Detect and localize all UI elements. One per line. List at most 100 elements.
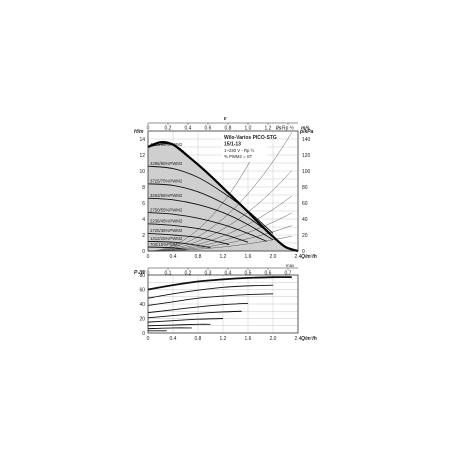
power-top-axis-unit: max <box>286 263 295 268</box>
head-top-axis-label: v <box>224 116 228 122</box>
head-series-label: 1212/25%PWM2 <box>150 236 183 241</box>
head-y-tick-label: 2 <box>142 233 145 239</box>
head-series-label: 4800/95%PWM2 <box>150 142 183 147</box>
head-y-tick-label: 14 <box>139 137 145 143</box>
head-y-axis-label: H/m <box>134 129 144 135</box>
head-y-tick-label: 12 <box>139 153 145 159</box>
system-curve-line <box>147 225 292 252</box>
power-series-line <box>147 323 211 327</box>
power-series-line <box>147 327 192 330</box>
head-subtitle-line1: 1~230 V - Rp ½ <box>224 148 255 153</box>
head-x-tick-label: 0.4 <box>170 254 177 260</box>
head-series-line <box>147 240 211 249</box>
power-top-tick-label: 0.3 <box>205 271 212 277</box>
power-top-tick-label: 0.5 <box>245 271 252 277</box>
head-series-line <box>147 246 186 250</box>
power-x-tick-label: 2.4 <box>295 336 302 342</box>
head-top-axis-unit-ls: l/s <box>276 126 282 132</box>
system-curve-line <box>147 235 292 252</box>
power-x-tick-label: 1.6 <box>245 336 252 342</box>
power-plot-frame <box>147 274 299 334</box>
power-x-axis-label: Q/m³/h <box>301 336 317 342</box>
head-series-line <box>147 183 274 237</box>
power-y-tick-label: 60 <box>139 287 145 293</box>
head-series-label: 1725/35%PWM2 <box>150 228 183 233</box>
power-top-tick-label: 0 <box>147 271 150 277</box>
head-series-line <box>147 223 249 243</box>
head-y2-tick-label: 140 <box>302 137 311 143</box>
head-title-line1: Wilo-Varios PICO-STG <box>224 135 277 141</box>
head-series-label: 3725/75%PWM2 <box>150 179 183 184</box>
power-y-tick-label: 20 <box>139 316 145 322</box>
head-y2-tick-label: 100 <box>302 169 311 175</box>
head-top-tick-label: 0 <box>147 126 150 132</box>
head-series-line <box>147 232 230 246</box>
operating-range-area <box>148 142 298 251</box>
power-series-line <box>147 310 242 319</box>
head-series-label: 3263/65%PWM2 <box>150 193 183 198</box>
head-x-tick-label: 2.0 <box>270 254 277 260</box>
head-y2-tick-label: 60 <box>302 201 308 207</box>
head-x-tick-label: 1.2 <box>220 254 227 260</box>
power-y-tick-label: 0 <box>142 331 145 337</box>
head-top-tick-label: Rp ½ <box>282 125 295 132</box>
head-y2-tick-label: 80 <box>302 185 308 191</box>
head-x-tick-label: 2.4 <box>295 254 302 260</box>
head-series-line <box>147 197 274 241</box>
head-x-tick-label: 1.6 <box>245 254 252 260</box>
power-top-tick-label: 0.1 <box>165 271 172 277</box>
power-x-tick-label: 0 <box>147 336 150 342</box>
head-subtitle-line2: % PWM2 = ST <box>224 154 253 159</box>
power-y-tick-label: 80 <box>139 273 145 279</box>
head-y2-axis-label: p/kPa <box>299 129 314 135</box>
head-series-line <box>147 212 267 242</box>
power-series-line <box>147 293 274 306</box>
power-series-line <box>147 284 274 299</box>
head-y2-tick-label: 120 <box>302 153 311 159</box>
max-head-curve <box>147 141 299 253</box>
power-top-tick-label: 0.6 <box>265 271 272 277</box>
head-y-tick-label: 4 <box>142 217 145 223</box>
head-series-label: 2750/55%PWM2 <box>150 207 183 212</box>
head-series-label: 700/15%PWM2 <box>150 242 180 247</box>
head-x-tick-label: 0.8 <box>195 254 202 260</box>
power-series-line <box>147 318 224 323</box>
system-curve-line <box>147 170 292 252</box>
head-x-tick-label: 0 <box>147 254 150 260</box>
head-top-axis-unit: m/s <box>301 126 310 132</box>
head-y-tick-label: 8 <box>142 185 145 191</box>
head-series-label: 2236/45%PWM2 <box>150 219 183 224</box>
head-y2-tick-label: 0 <box>302 249 305 255</box>
power-top-tick-label: 0.2 <box>185 271 192 277</box>
head-top-tick-label: 0.2 <box>165 126 172 132</box>
head-top-tick-label: 0.8 <box>225 126 232 132</box>
head-y2-tick-label: 20 <box>302 233 308 239</box>
power-x-tick-label: 0.8 <box>195 336 202 342</box>
power-x-tick-label: 0.4 <box>170 336 177 342</box>
power-series-line <box>147 302 249 314</box>
head-title-box <box>222 132 268 162</box>
power-top-tick-label: 0.7 <box>285 271 292 277</box>
power-top-tick-label: 0.4 <box>225 271 232 277</box>
power-y-tick-label: 40 <box>139 302 145 308</box>
head-top-tick-label: 0.6 <box>205 126 212 132</box>
system-curve-line <box>147 195 292 252</box>
system-curve-line <box>147 142 261 252</box>
head-top-tick-label: 0.4 <box>185 126 192 132</box>
head-y2-tick-label: 40 <box>302 217 308 223</box>
power-x-tick-label: 2.0 <box>270 336 277 342</box>
head-y-tick-label: 0 <box>142 249 145 255</box>
head-plot-frame <box>147 130 299 252</box>
system-curve-line <box>147 212 292 252</box>
power-x-tick-label: 1.2 <box>220 336 227 342</box>
power-y-axis-label: P₁/W <box>134 270 146 276</box>
head-top-tick-label: 1.2 <box>265 126 272 132</box>
head-x-axis-label: Q/m³/h <box>301 254 317 260</box>
head-title-line2: 15/1-13 <box>224 142 241 148</box>
power-series-line <box>147 276 292 291</box>
head-y-tick-label: 10 <box>139 169 145 175</box>
head-y-tick-label: 6 <box>142 201 145 207</box>
head-series-label: 4286/85%PWM2 <box>150 161 183 166</box>
